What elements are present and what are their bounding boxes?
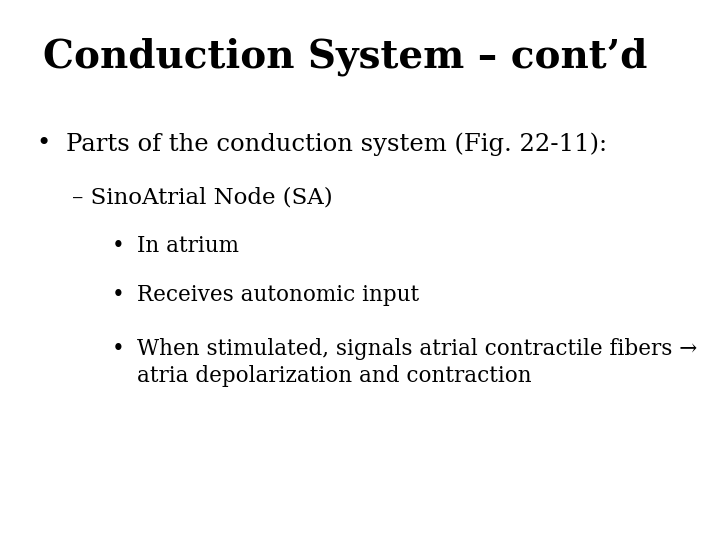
Text: •: • — [112, 284, 125, 306]
Text: •: • — [112, 338, 125, 360]
Text: Receives autonomic input: Receives autonomic input — [137, 284, 419, 306]
Text: Conduction System – cont’d: Conduction System – cont’d — [43, 38, 647, 76]
Text: When stimulated, signals atrial contractile fibers →
atria depolarization and co: When stimulated, signals atrial contract… — [137, 338, 697, 387]
Text: – SinoAtrial Node (SA): – SinoAtrial Node (SA) — [72, 186, 333, 208]
Text: •: • — [112, 235, 125, 257]
Text: Parts of the conduction system (Fig. 22-11):: Parts of the conduction system (Fig. 22-… — [66, 132, 608, 156]
Text: In atrium: In atrium — [137, 235, 239, 257]
Text: •: • — [36, 132, 50, 156]
